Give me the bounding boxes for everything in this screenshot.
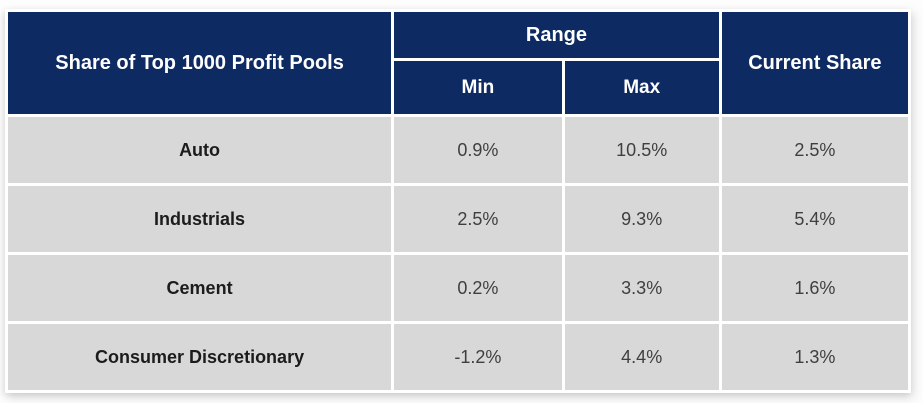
max-value-cell: 3.3%: [564, 255, 719, 321]
row-label: Auto: [8, 117, 392, 183]
table-body: Auto 0.9% 10.5% 2.5% Industrials 2.5% 9.…: [8, 117, 908, 390]
table-row-industrials: Industrials 2.5% 9.3% 5.4%: [8, 186, 908, 252]
row-label: Industrials: [8, 186, 392, 252]
max-value-cell: 10.5%: [564, 117, 719, 183]
current-share-value-cell: 1.3%: [721, 324, 908, 390]
row-label: Cement: [8, 255, 392, 321]
current-share-value-cell: 1.6%: [721, 255, 908, 321]
min-value-cell: 0.9%: [394, 117, 562, 183]
table-row-auto: Auto 0.9% 10.5% 2.5%: [8, 117, 908, 183]
table-row-cement: Cement 0.2% 3.3% 1.6%: [8, 255, 908, 321]
max-value-cell: 4.4%: [564, 324, 719, 390]
min-value-cell: -1.2%: [394, 324, 562, 390]
current-share-value-cell: 2.5%: [721, 117, 908, 183]
header-row-group: Share of Top 1000 Profit Pools Range Cur…: [8, 12, 908, 114]
corner-header-cell: Share of Top 1000 Profit Pools: [8, 12, 392, 114]
current-share-value-cell: 5.4%: [721, 186, 908, 252]
table-header: Share of Top 1000 Profit Pools Range Cur…: [8, 12, 908, 114]
table-row-consumer-discretionary: Consumer Discretionary -1.2% 4.4% 1.3%: [8, 324, 908, 390]
header-row-sub: Min Max: [8, 61, 908, 114]
row-label: Consumer Discretionary: [8, 324, 392, 390]
min-header-cell: Min: [394, 61, 562, 114]
max-value-cell: 9.3%: [564, 186, 719, 252]
min-value-cell: 0.2%: [394, 255, 562, 321]
min-value-cell: 2.5%: [394, 186, 562, 252]
range-group-header-cell: Range: [394, 12, 719, 58]
max-header-cell: Max: [564, 61, 719, 114]
current-share-header-cell: Current Share: [721, 12, 908, 114]
profit-pools-table: Share of Top 1000 Profit Pools Range Cur…: [5, 9, 911, 393]
